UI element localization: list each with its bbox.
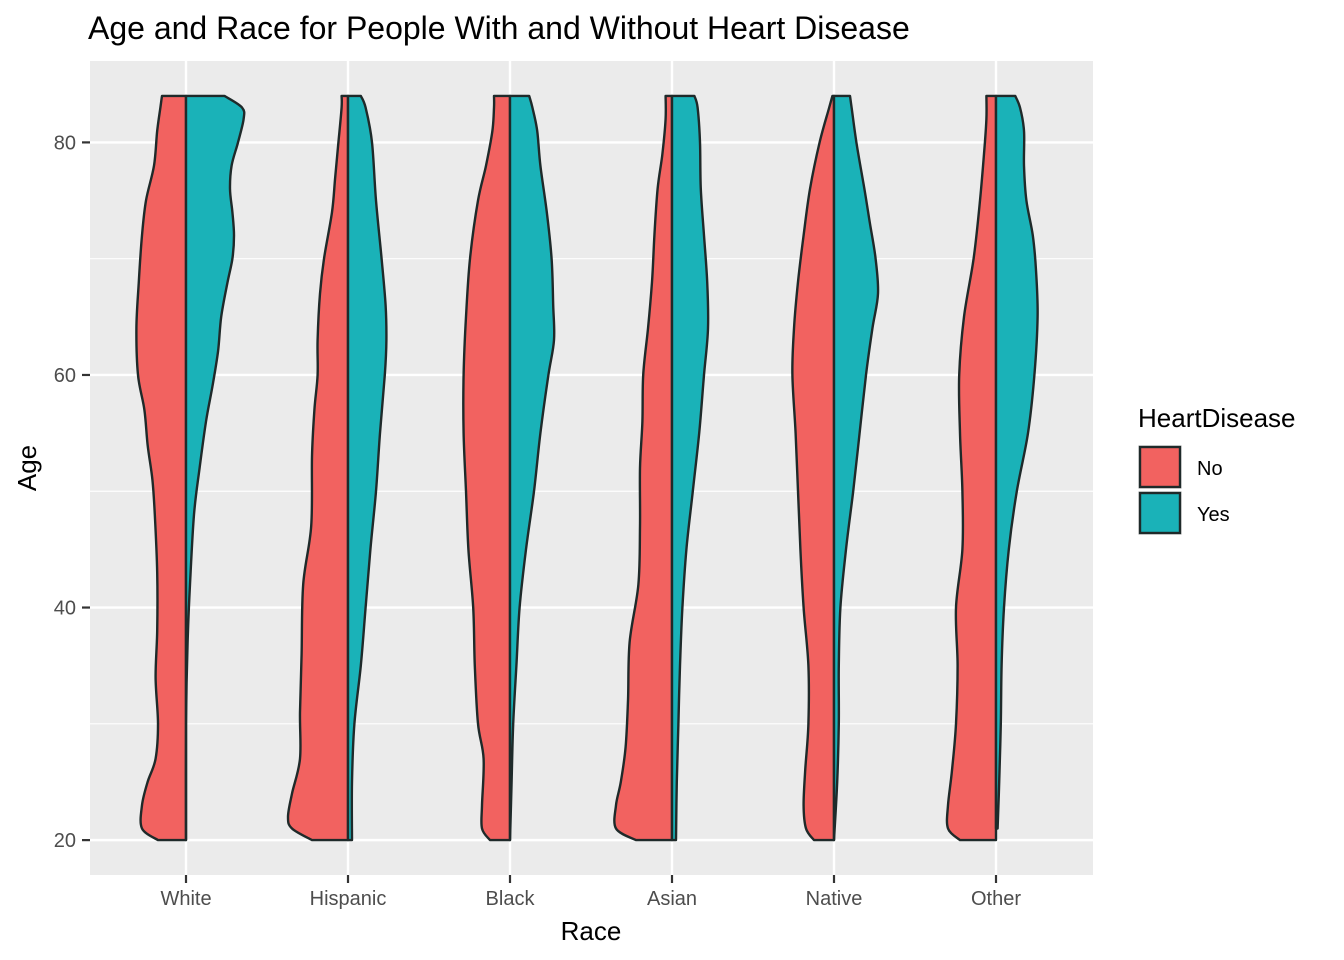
y-axis-title: Age bbox=[12, 445, 42, 491]
violin-yes-white bbox=[184, 94, 246, 842]
violin-no-white bbox=[135, 94, 188, 842]
x-tick-label-white: White bbox=[160, 888, 211, 910]
y-tick-label: 80 bbox=[54, 132, 76, 154]
violins bbox=[135, 94, 1039, 842]
x-tick-label-asian: Asian bbox=[647, 888, 697, 910]
y-tick-label: 40 bbox=[54, 598, 76, 620]
chart-title: Age and Race for People With and Without… bbox=[88, 10, 910, 46]
plot-panel bbox=[90, 61, 1093, 875]
violin-no-native bbox=[791, 94, 836, 842]
x-tick-label-other: Other bbox=[971, 888, 1021, 910]
violin-yes-other bbox=[994, 94, 1039, 830]
legend-title: HeartDisease bbox=[1138, 403, 1296, 433]
violin-no-hispanic bbox=[286, 94, 350, 842]
violin-yes-hispanic bbox=[346, 94, 388, 842]
violin-no-black bbox=[462, 94, 512, 842]
violin-yes-native bbox=[832, 94, 880, 842]
legend-label-no: No bbox=[1197, 458, 1223, 480]
y-tick-label: 20 bbox=[54, 830, 76, 852]
violin-yes-black bbox=[508, 94, 556, 842]
x-axis: White Hispanic Black Asian Native Other bbox=[160, 875, 1021, 910]
legend-swatch-yes bbox=[1138, 491, 1182, 535]
legend-label-yes: Yes bbox=[1197, 504, 1230, 526]
y-tick-label: 60 bbox=[54, 365, 76, 387]
legend-swatch-no bbox=[1138, 445, 1182, 489]
y-axis: 20 40 60 80 bbox=[54, 132, 90, 852]
violin-no-other bbox=[945, 94, 998, 842]
x-tick-label-native: Native bbox=[806, 888, 863, 910]
violin-no-asian bbox=[613, 94, 674, 842]
violin-yes-asian bbox=[670, 94, 710, 842]
x-axis-title: Race bbox=[561, 916, 622, 946]
legend: HeartDisease No Yes bbox=[1138, 403, 1296, 535]
x-tick-label-black: Black bbox=[486, 888, 536, 910]
x-tick-label-hispanic: Hispanic bbox=[310, 888, 387, 910]
